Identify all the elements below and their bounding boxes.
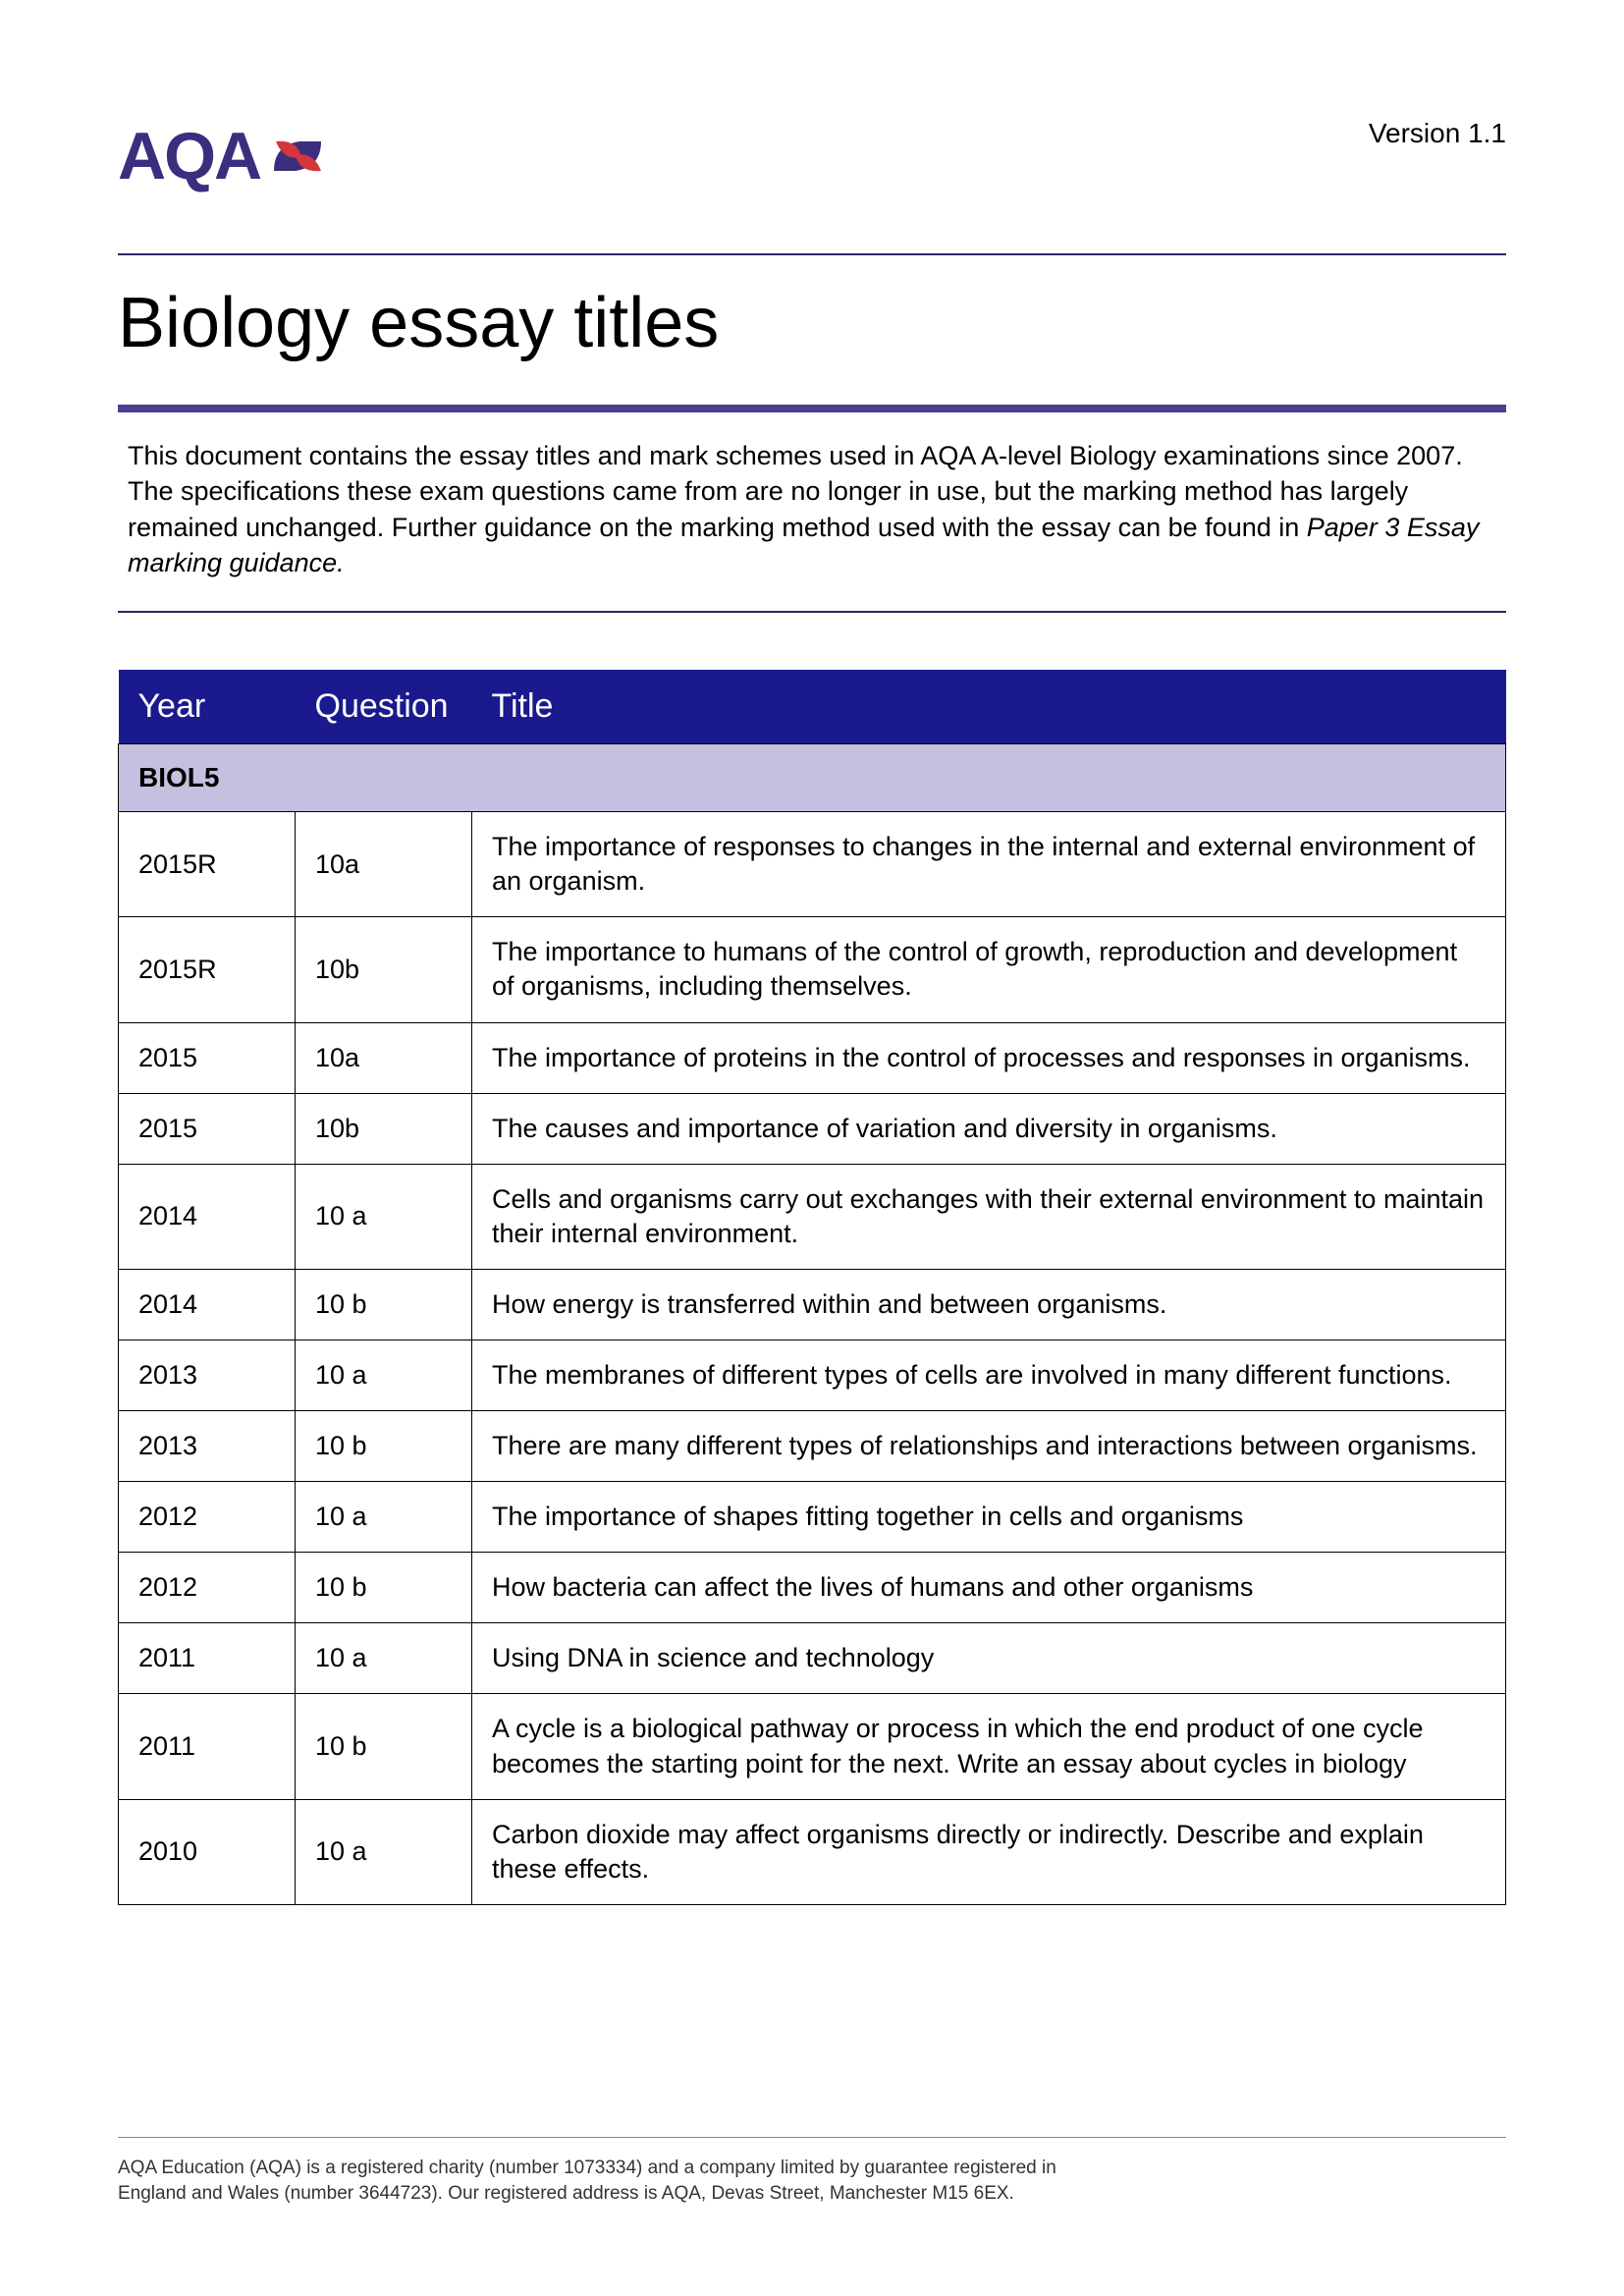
header: AQA Version 1.1 (118, 118, 1506, 194)
cell-title: There are many different types of relati… (472, 1411, 1506, 1482)
cell-title: The importance to humans of the control … (472, 917, 1506, 1022)
cell-question: 10 b (296, 1411, 472, 1482)
cell-question: 10b (296, 1093, 472, 1164)
cell-question: 10 a (296, 1623, 472, 1694)
cell-question: 10a (296, 1022, 472, 1093)
cell-title: The membranes of different types of cell… (472, 1339, 1506, 1410)
cell-title: The importance of shapes fitting togethe… (472, 1482, 1506, 1553)
cell-title: Cells and organisms carry out exchanges … (472, 1164, 1506, 1269)
intro-text: This document contains the essay titles … (118, 438, 1506, 611)
cell-title: The importance of responses to changes i… (472, 812, 1506, 917)
table-row: 201110 bA cycle is a biological pathway … (119, 1694, 1506, 1799)
cell-title: The importance of proteins in the contro… (472, 1022, 1506, 1093)
cell-year: 2013 (119, 1411, 296, 1482)
cell-title: The causes and importance of variation a… (472, 1093, 1506, 1164)
cell-question: 10b (296, 917, 472, 1022)
page-title: Biology essay titles (118, 255, 1506, 405)
cell-year: 2015 (119, 1022, 296, 1093)
table-row: 201110 aUsing DNA in science and technol… (119, 1623, 1506, 1694)
cell-year: 2010 (119, 1799, 296, 1904)
cell-question: 10 a (296, 1799, 472, 1904)
logo: AQA (118, 118, 329, 194)
cell-question: 10 b (296, 1694, 472, 1799)
cell-year: 2011 (119, 1694, 296, 1799)
cell-question: 10 a (296, 1164, 472, 1269)
cell-year: 2011 (119, 1623, 296, 1694)
essay-table: Year Question Title BIOL5 2015R10aThe im… (118, 670, 1506, 1905)
intro-body: This document contains the essay titles … (128, 441, 1463, 542)
cell-title: Using DNA in science and technology (472, 1623, 1506, 1694)
footer-line-2: England and Wales (number 3644723). Our … (118, 2181, 1506, 2208)
cell-year: 2013 (119, 1339, 296, 1410)
footer: AQA Education (AQA) is a registered char… (118, 2137, 1506, 2208)
table-row: 201410 aCells and organisms carry out ex… (119, 1164, 1506, 1269)
cell-year: 2015R (119, 917, 296, 1022)
section-row: BIOL5 (119, 743, 1506, 811)
table-row: 201410 bHow energy is transferred within… (119, 1269, 1506, 1339)
cell-question: 10 b (296, 1553, 472, 1623)
table-row: 201210 bHow bacteria can affect the live… (119, 1553, 1506, 1623)
cell-title: How bacteria can affect the lives of hum… (472, 1553, 1506, 1623)
cell-year: 2015 (119, 1093, 296, 1164)
table-row: 201310 aThe membranes of different types… (119, 1339, 1506, 1410)
cell-title: Carbon dioxide may affect organisms dire… (472, 1799, 1506, 1904)
table-row: 201510bThe causes and importance of vari… (119, 1093, 1506, 1164)
cell-title: How energy is transferred within and bet… (472, 1269, 1506, 1339)
table-row: 201310 bThere are many different types o… (119, 1411, 1506, 1482)
table-row: 2015R10aThe importance of responses to c… (119, 812, 1506, 917)
cell-year: 2012 (119, 1482, 296, 1553)
cell-year: 2015R (119, 812, 296, 917)
table-row: 2015R10bThe importance to humans of the … (119, 917, 1506, 1022)
col-year: Year (119, 670, 296, 744)
section-label: BIOL5 (119, 743, 1506, 811)
cell-year: 2014 (119, 1269, 296, 1339)
cell-year: 2012 (119, 1553, 296, 1623)
col-question: Question (296, 670, 472, 744)
table-row: 201510aThe importance of proteins in the… (119, 1022, 1506, 1093)
table-header-row: Year Question Title (119, 670, 1506, 744)
divider-thick (118, 405, 1506, 412)
table-row: 201010 aCarbon dioxide may affect organi… (119, 1799, 1506, 1904)
cell-question: 10 a (296, 1482, 472, 1553)
logo-text: AQA (118, 118, 260, 194)
table-row: 201210 aThe importance of shapes fitting… (119, 1482, 1506, 1553)
cell-year: 2014 (119, 1164, 296, 1269)
cell-question: 10 a (296, 1339, 472, 1410)
col-title: Title (472, 670, 1506, 744)
divider (118, 611, 1506, 613)
version-label: Version 1.1 (1369, 118, 1506, 149)
footer-line-1: AQA Education (AQA) is a registered char… (118, 2156, 1506, 2182)
cell-title: A cycle is a biological pathway or proce… (472, 1694, 1506, 1799)
cell-question: 10 b (296, 1269, 472, 1339)
cell-question: 10a (296, 812, 472, 917)
logo-mark-icon (268, 132, 329, 181)
